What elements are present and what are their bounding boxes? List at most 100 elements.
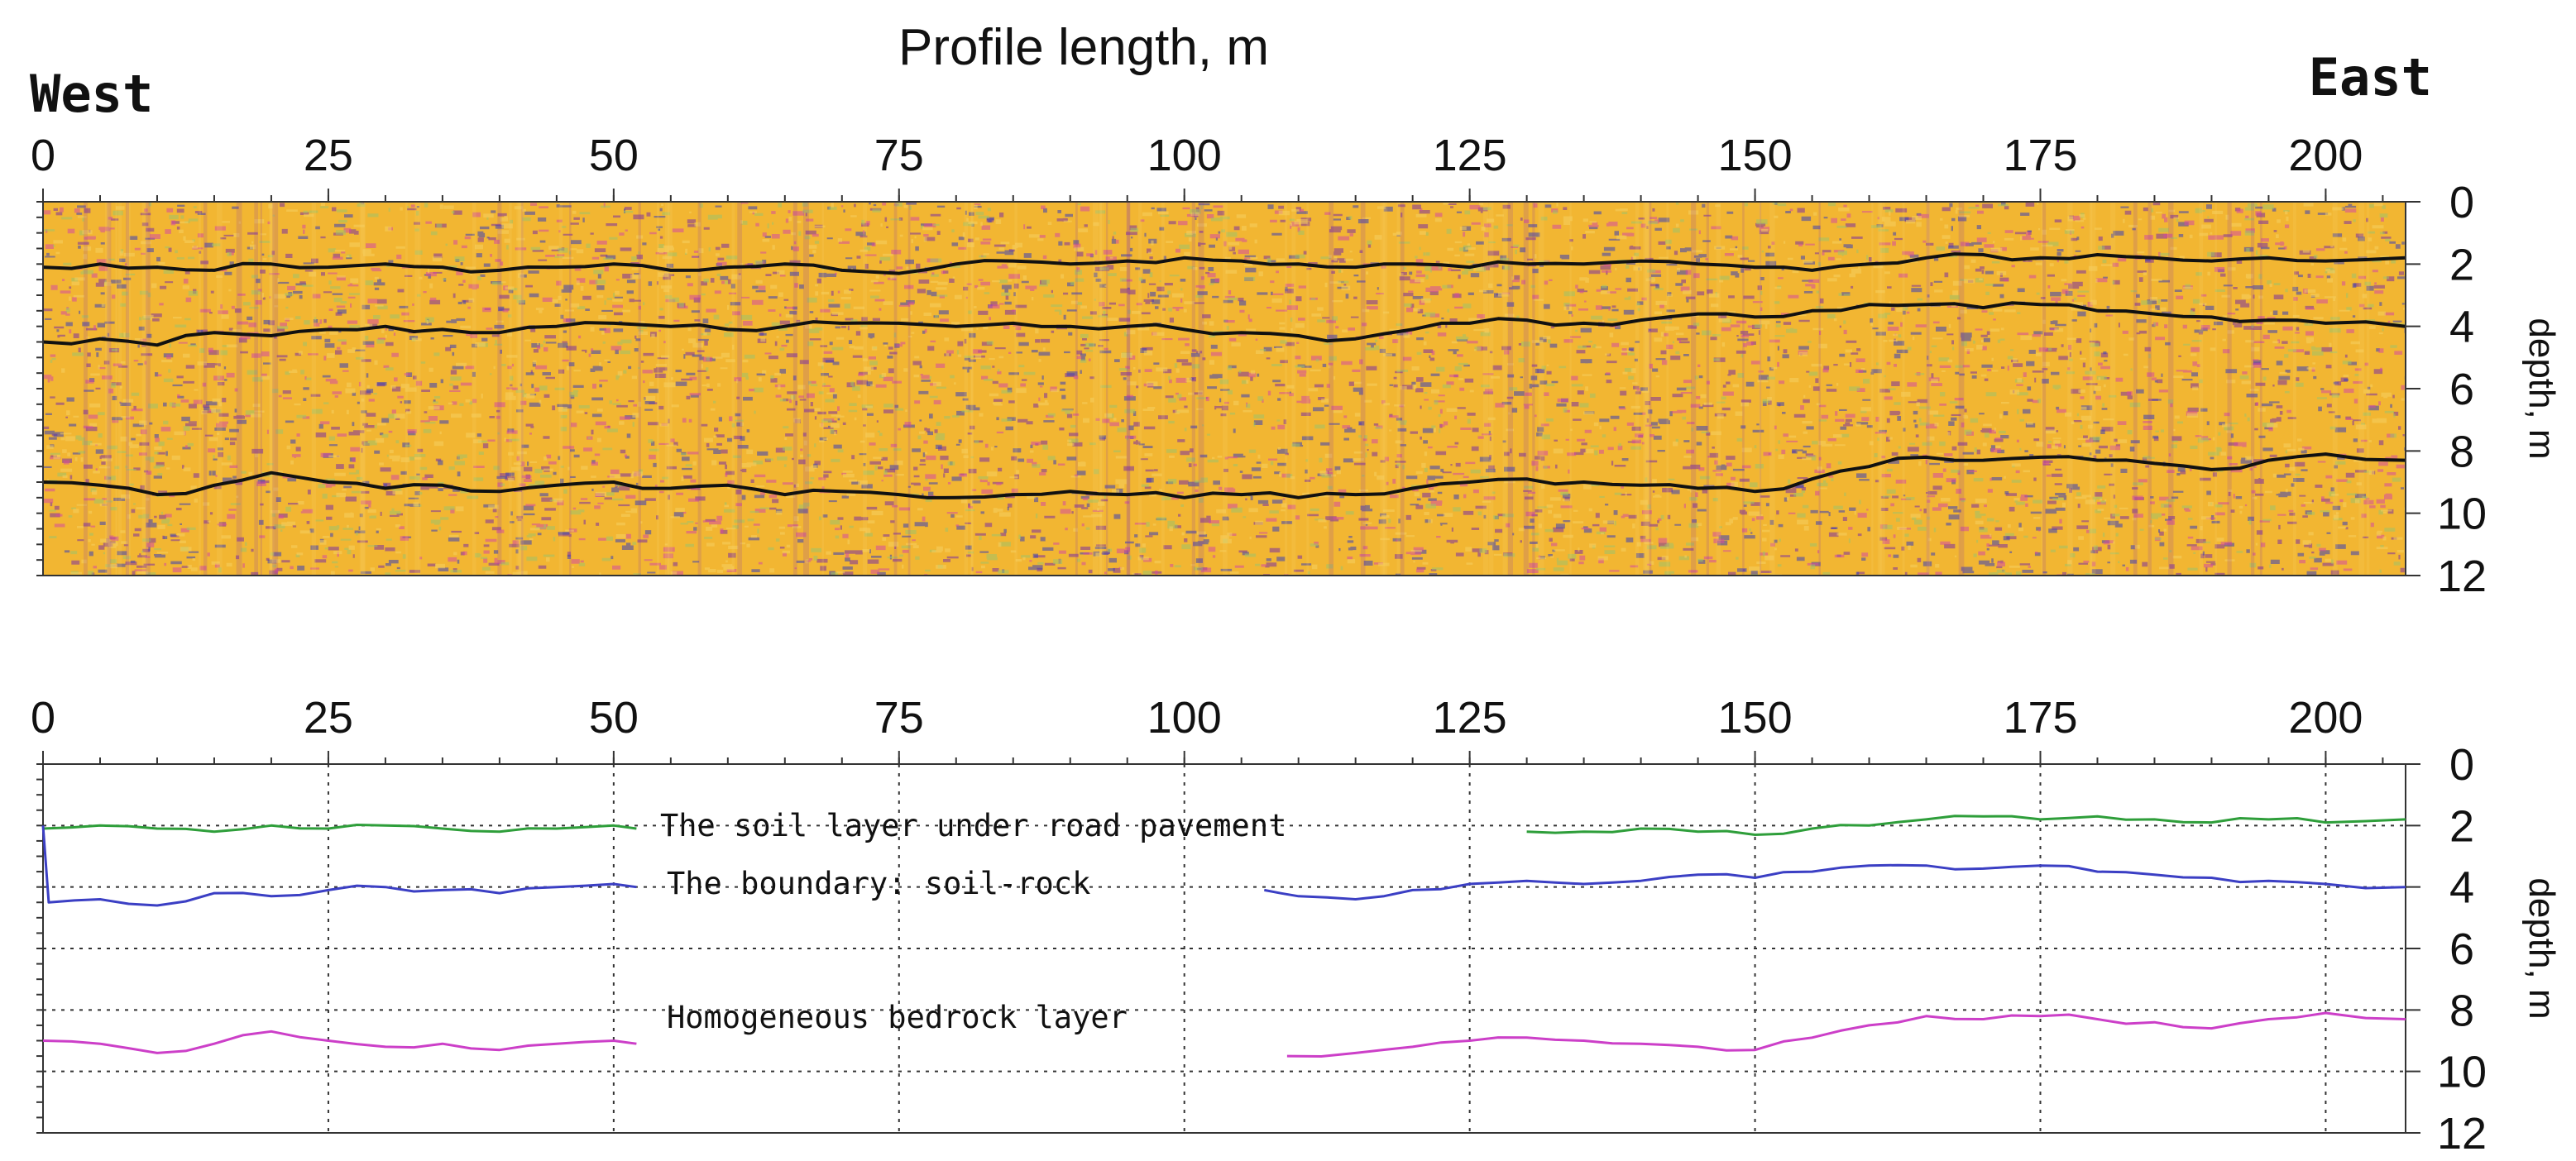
trace-streak xyxy=(1360,202,1366,576)
trace-streak xyxy=(907,202,911,576)
trace-streak xyxy=(1223,202,1228,576)
y-tick-label: 8 xyxy=(2449,986,2474,1035)
trace-streak xyxy=(1507,202,1514,576)
trace-streak xyxy=(269,202,273,576)
x-tick-label: 75 xyxy=(874,131,924,180)
trace-streak xyxy=(803,202,809,576)
radargram-panel: 0 25 50 75 100 125 150 175 200 0 2 4 6 8 10 12 depth, m xyxy=(31,131,2562,601)
trace-streak xyxy=(1126,202,1130,576)
radargram-image xyxy=(43,202,2406,576)
trace-streak xyxy=(126,202,131,576)
trace-streak xyxy=(638,202,641,576)
trace-streak xyxy=(1759,202,1762,576)
x-tick-label: 50 xyxy=(589,693,639,743)
trace-streak xyxy=(2259,202,2262,576)
trace-streak xyxy=(1093,202,1099,576)
trace-streak xyxy=(146,202,151,576)
interpretation-line-1 xyxy=(1526,815,2406,836)
trace-streak xyxy=(697,202,701,576)
trace-streak xyxy=(821,202,824,576)
x-tick-label: 25 xyxy=(304,693,353,743)
trace-streak xyxy=(893,202,898,576)
radargram-boundary-3 xyxy=(43,452,2406,499)
radargram-background xyxy=(43,202,2406,576)
trace-streak xyxy=(2250,202,2255,576)
trace-streak xyxy=(2133,202,2138,576)
trace-streak xyxy=(1877,202,1882,576)
y-tick-label: 6 xyxy=(2449,365,2474,414)
x-tick-label: 200 xyxy=(2288,131,2363,180)
interpretation-line-1 xyxy=(42,824,637,834)
trace-streak xyxy=(2071,202,2073,576)
trace-streak xyxy=(656,202,659,576)
trace-streak xyxy=(1649,202,1652,576)
trace-streak xyxy=(236,202,242,576)
trace-streak xyxy=(2366,202,2370,576)
y-tick-label: 4 xyxy=(2449,303,2474,352)
x-tick-label: 175 xyxy=(2003,693,2077,743)
trace-streak xyxy=(1014,202,1018,576)
interpretation-panel: 0 25 50 75 100 125 150 175 200 0 2 4 6 8 10 12 depth, m T… xyxy=(31,693,2562,1159)
trace-streak xyxy=(569,202,572,576)
speckle-texture xyxy=(43,202,2406,576)
x-tick-label: 125 xyxy=(1433,131,1507,180)
trace-streak xyxy=(509,202,512,576)
trace-streak xyxy=(1099,202,1103,576)
trace-streak xyxy=(272,202,279,576)
interpretation-line-3 xyxy=(42,1030,637,1054)
trace-streak xyxy=(518,202,524,576)
east-label: East xyxy=(2309,47,2432,108)
trace-streak xyxy=(1482,202,1489,576)
trace-streak xyxy=(520,202,524,576)
trace-streak xyxy=(1284,202,1288,576)
y-tick-label: 10 xyxy=(2437,1048,2487,1097)
trace-streak xyxy=(1161,202,1165,576)
trace-streak xyxy=(141,202,148,576)
trace-streak xyxy=(1871,202,1874,576)
x-tick-label: 75 xyxy=(874,693,924,743)
trace-streak xyxy=(497,202,502,576)
y-tick-label: 8 xyxy=(2449,427,2474,476)
x-tick-label: 0 xyxy=(31,131,55,180)
trace-streak xyxy=(1291,202,1296,576)
radargram-boundary-2 xyxy=(43,301,2406,347)
y-tick-label: 6 xyxy=(2449,924,2474,974)
trace-streak xyxy=(1706,202,1709,576)
trace-streak xyxy=(1489,202,1494,576)
trace-streak xyxy=(1502,202,1507,576)
trace-streak xyxy=(359,202,365,576)
trace-streak xyxy=(1569,202,1572,576)
trace-streak xyxy=(107,202,111,576)
y-tick-label: 0 xyxy=(2449,740,2474,790)
trace-streak xyxy=(414,202,419,576)
trace-streak xyxy=(970,202,974,576)
interpretation-line-2 xyxy=(1264,863,2406,901)
trace-streak xyxy=(361,202,366,576)
trace-streak xyxy=(2067,202,2071,576)
trace-streak xyxy=(558,202,563,576)
trace-streak xyxy=(1742,202,1745,576)
trace-streak xyxy=(2168,202,2174,576)
series-label: The boundary: soil-rock xyxy=(667,866,1090,901)
trace-streak xyxy=(1643,202,1650,576)
trace-streak xyxy=(1396,202,1401,576)
trace-streak xyxy=(863,202,867,576)
x-tick-label: 100 xyxy=(1147,131,1222,180)
x-tick-label: 150 xyxy=(1718,131,1793,180)
trace-streak xyxy=(2089,202,2093,576)
trace-streak xyxy=(115,202,117,576)
trace-streak xyxy=(254,202,259,576)
trace-streak xyxy=(2042,202,2047,576)
interpretation-line-2 xyxy=(41,825,637,907)
trace-streak xyxy=(2041,202,2043,576)
trace-streak xyxy=(1759,202,1761,576)
trace-streak xyxy=(1769,202,1775,576)
trace-streak xyxy=(1635,202,1640,576)
trace-streak xyxy=(1127,202,1131,576)
trace-streak xyxy=(1716,202,1721,576)
trace-streak xyxy=(1380,202,1386,576)
trace-streak xyxy=(269,202,275,576)
trace-streak xyxy=(84,202,88,576)
